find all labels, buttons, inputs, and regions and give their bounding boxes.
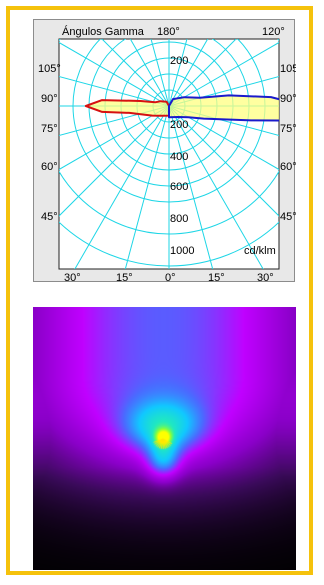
bottom-angle-label: 0° xyxy=(165,272,176,283)
polar-diagram: Ángulos Gamma 180° 120° 105° 90° 75° 60°… xyxy=(33,19,296,283)
grid-spoke xyxy=(168,39,237,107)
grid-spoke xyxy=(59,105,170,136)
grid-spoke xyxy=(74,105,170,269)
right-angle-label: 45° xyxy=(280,211,296,223)
grid-spoke xyxy=(168,105,279,171)
bottom-angle-label: 15° xyxy=(116,272,133,283)
bottom-angle-label: 30° xyxy=(64,272,81,283)
left-angle-label: 60° xyxy=(41,161,58,173)
grid-spoke xyxy=(168,105,279,136)
grid-spoke xyxy=(59,105,170,217)
right-angle-label: 90° xyxy=(280,93,296,105)
grid-spoke xyxy=(168,39,209,107)
radial-label: 200 xyxy=(170,55,188,67)
chart-title: Ángulos Gamma xyxy=(62,25,145,38)
left-angle-label: 75° xyxy=(41,123,58,135)
polar-labels: Ángulos Gamma 180° 120° 105° 90° 75° 60°… xyxy=(38,25,296,283)
grid-spoke xyxy=(59,76,170,107)
radial-label: 800 xyxy=(170,213,188,225)
grid-spoke xyxy=(101,39,170,107)
grid-spoke xyxy=(168,105,214,269)
grid-spoke xyxy=(168,39,188,107)
grid-spoke xyxy=(59,41,170,107)
intensity-curve-blue xyxy=(168,94,279,122)
grid-spoke xyxy=(59,105,170,171)
grid-spoke xyxy=(168,76,279,107)
top-left-angle-label: 180° xyxy=(157,26,180,38)
grid-spoke xyxy=(168,105,264,269)
radial-label: 1000 xyxy=(170,245,194,257)
right-angle-label: 75° xyxy=(280,123,296,135)
false-color-intensity-map xyxy=(33,307,296,570)
right-angle-label: 60° xyxy=(280,161,296,173)
right-angle-label: 105° xyxy=(280,63,296,75)
grid-spoke xyxy=(124,105,170,269)
bottom-angle-label: 30° xyxy=(257,272,274,283)
radial-label: 200 xyxy=(170,119,188,131)
top-right-angle-label: 120° xyxy=(262,26,285,38)
grid-spoke xyxy=(129,39,170,107)
left-angle-label: 90° xyxy=(41,93,58,105)
radial-label: 600 xyxy=(170,181,188,193)
intensity-curve-red xyxy=(84,99,170,117)
bottom-angle-label: 15° xyxy=(208,272,225,283)
grid-spoke xyxy=(168,41,279,107)
radial-label: 400 xyxy=(170,151,188,163)
unit-label: cd/klm xyxy=(244,245,276,257)
grid-spoke xyxy=(150,39,170,107)
polar-svg: Ángulos Gamma 180° 120° 105° 90° 75° 60°… xyxy=(38,25,296,283)
left-angle-label: 105° xyxy=(38,63,61,75)
grid-spoke xyxy=(168,105,279,217)
left-angle-label: 45° xyxy=(41,211,58,223)
intensity-curves xyxy=(84,94,279,122)
